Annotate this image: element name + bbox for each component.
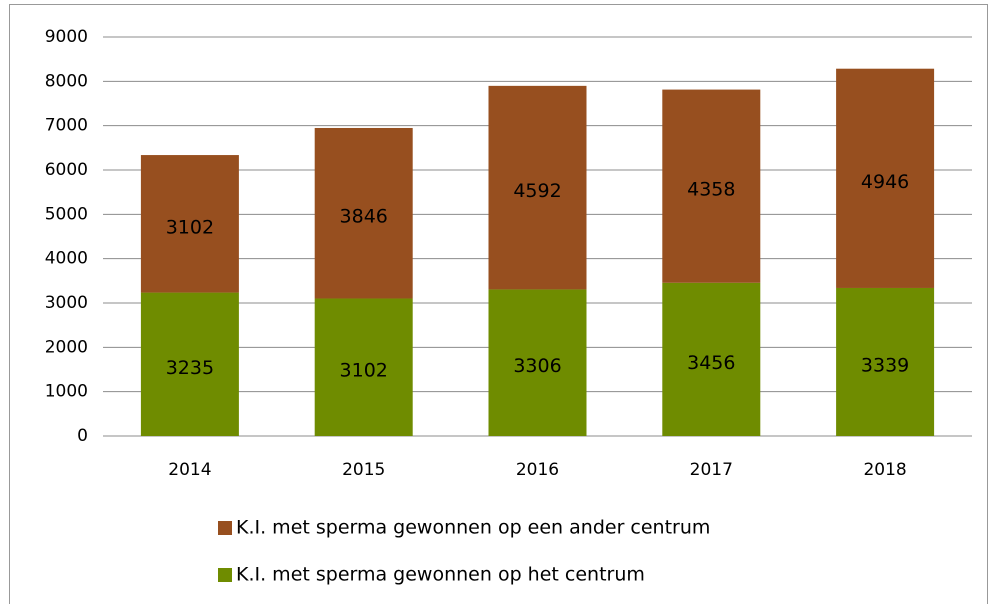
y-tick-label: 3000 <box>45 293 88 313</box>
bar-segment <box>836 287 935 436</box>
data-label: 3102 <box>166 216 214 238</box>
data-label: 4946 <box>861 171 909 193</box>
data-label: 3102 <box>340 360 388 382</box>
chart-border <box>9 4 988 604</box>
legend-label: K.I. met sperma gewonnen op het centrum <box>236 564 645 586</box>
y-tick-label: 8000 <box>45 71 88 91</box>
bar-segment <box>488 289 587 436</box>
x-tick-label: 2014 <box>168 460 211 480</box>
bar-segment <box>488 85 587 290</box>
y-tick-label: 7000 <box>45 116 88 136</box>
y-tick-label: 0 <box>77 426 88 446</box>
data-label: 3846 <box>340 206 388 228</box>
y-tick-label: 2000 <box>45 337 88 357</box>
y-tick-label: 1000 <box>45 382 88 402</box>
y-tick-label: 6000 <box>45 160 88 180</box>
x-tick-label: 2015 <box>342 460 385 480</box>
y-tick-label: 5000 <box>45 204 88 224</box>
y-tick-label: 4000 <box>45 249 88 269</box>
data-label: 3235 <box>166 357 214 379</box>
legend-label: K.I. met sperma gewonnen op een ander ce… <box>236 517 710 539</box>
x-tick-label: 2016 <box>516 460 559 480</box>
bar-segment <box>314 127 413 299</box>
data-label: 3456 <box>687 352 735 374</box>
data-label: 3306 <box>513 355 561 377</box>
x-tick-label: 2017 <box>690 460 733 480</box>
legend-swatch <box>218 521 232 535</box>
x-tick-label: 2018 <box>863 460 906 480</box>
data-label: 4592 <box>513 180 561 202</box>
bar-segment <box>140 292 239 436</box>
bar-segment <box>662 282 761 436</box>
bar-segment <box>662 89 761 283</box>
bar-segment <box>140 155 239 293</box>
legend-swatch <box>218 568 232 582</box>
bar-segment <box>836 68 935 288</box>
data-label: 3339 <box>861 354 909 376</box>
y-tick-label: 9000 <box>45 27 88 47</box>
data-label: 4358 <box>687 179 735 201</box>
bar-segment <box>314 298 413 436</box>
